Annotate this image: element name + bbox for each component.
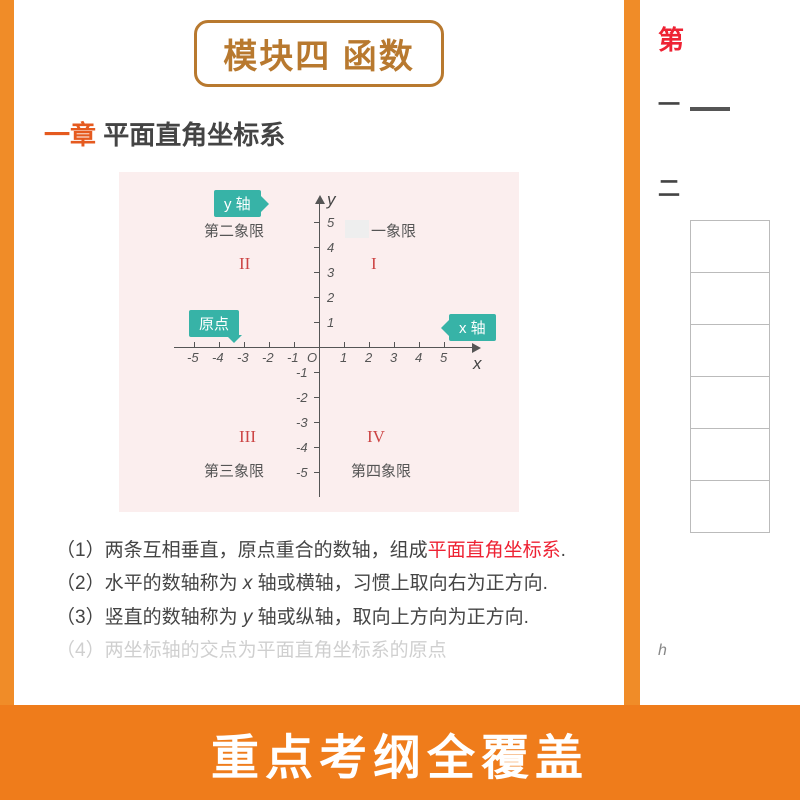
xtick: 2 — [365, 350, 372, 365]
y-axis-line — [319, 197, 320, 497]
section-number: 一 — [658, 87, 680, 119]
xtick: 4 — [415, 350, 422, 365]
tag-y-axis: y 轴 — [214, 190, 261, 217]
quadrant-1-label: 一象限 — [371, 220, 416, 241]
xtick: 5 — [440, 350, 447, 365]
note-3: （3）竖直的数轴称为 y 轴或纵轴，取向上方向为正方向. — [56, 601, 582, 634]
xtick: -5 — [187, 350, 199, 365]
chapter-prefix: 一章 — [44, 120, 96, 150]
tag-x-axis-text: x 轴 — [459, 320, 486, 337]
x-axis-label: x — [473, 354, 482, 374]
note-text: （2）水平的数轴称为 — [56, 573, 243, 594]
note-text: （1）两条互相垂直，原点重合的数轴，组成 — [56, 540, 428, 561]
note-1: （1）两条互相垂直，原点重合的数轴，组成平面直角坐标系. — [56, 534, 582, 567]
roman-I: I — [371, 254, 377, 274]
ytick: -1 — [296, 365, 308, 380]
origin-label: O — [307, 350, 317, 365]
notes: （1）两条互相垂直，原点重合的数轴，组成平面直角坐标系. （2）水平的数轴称为 … — [56, 534, 582, 667]
xtick: -3 — [237, 350, 249, 365]
note-4-cutoff: （4）两坐标轴的交点为平面直角坐标系的原点 — [56, 634, 582, 667]
note-text: 轴或纵轴，取向上方向为正方向. — [252, 607, 529, 628]
title-box: 模块四 函数 — [194, 20, 443, 87]
ytick: 5 — [327, 215, 334, 230]
quadrant-2-label: 第二象限 — [204, 220, 264, 241]
banner-text: 重点考纲全覆盖 — [211, 718, 589, 788]
chapter-heading: 一章 平面直角坐标系 — [44, 115, 594, 152]
y-axis-label: y — [327, 190, 336, 210]
xtick: 1 — [340, 350, 347, 365]
tag-x-axis: x 轴 — [449, 314, 496, 341]
module-title: 模块四 函数 — [223, 38, 414, 76]
note-highlight: 平面直角坐标系 — [428, 540, 561, 561]
page-main: 模块四 函数 一章 平面直角坐标系 y x O y 轴 原点 x 轴 一象限 第… — [14, 0, 624, 720]
xtick: -2 — [262, 350, 274, 365]
ytick: 1 — [327, 315, 334, 330]
roman-III: III — [239, 427, 256, 447]
tag-y-axis-text: y 轴 — [224, 196, 251, 213]
y-axis-arrow-icon — [315, 190, 325, 204]
quadrant-3-label: 第三象限 — [204, 460, 264, 481]
right-corner-glyph: h — [658, 642, 667, 660]
page-right-partial: 第 一 二 h — [640, 0, 800, 720]
ytick: -5 — [296, 465, 308, 480]
tag-origin-text: 原点 — [199, 316, 229, 333]
divider — [690, 107, 730, 111]
right-section-2: 二 — [658, 171, 800, 203]
ytick: 2 — [327, 290, 334, 305]
title-wrap: 模块四 函数 — [44, 20, 594, 87]
ytick: -4 — [296, 440, 308, 455]
right-table-partial — [690, 220, 770, 533]
roman-II: II — [239, 254, 250, 274]
note-italic: y — [243, 607, 253, 628]
right-heading: 第 — [658, 20, 800, 57]
note-italic: x — [243, 573, 253, 594]
roman-IV: IV — [367, 427, 385, 447]
xtick: 3 — [390, 350, 397, 365]
xtick: -4 — [212, 350, 224, 365]
section-number: 二 — [658, 171, 680, 203]
ytick: 3 — [327, 265, 334, 280]
note-2: （2）水平的数轴称为 x 轴或横轴，习惯上取向右为正方向. — [56, 567, 582, 600]
ytick: -3 — [296, 415, 308, 430]
note-text: . — [561, 540, 566, 561]
quadrant-4-label: 第四象限 — [351, 460, 411, 481]
x-axis-arrow-icon — [472, 343, 486, 353]
note-text: （4）两坐标轴的交点为平面直角坐标系的原点 — [56, 640, 447, 661]
right-section-1: 一 — [658, 87, 800, 131]
blurred-box — [345, 220, 369, 238]
ytick: -2 — [296, 390, 308, 405]
tag-origin: 原点 — [189, 310, 239, 337]
note-text: （3）竖直的数轴称为 — [56, 607, 243, 628]
x-axis-line — [174, 347, 474, 348]
ytick: 4 — [327, 240, 334, 255]
note-text: 轴或横轴，习惯上取向右为正方向. — [252, 573, 548, 594]
xtick: -1 — [287, 350, 299, 365]
coordinate-diagram: y x O y 轴 原点 x 轴 一象限 第二象限 第三象限 第四象限 I II… — [119, 172, 519, 512]
chapter-rest: 平面直角坐标系 — [96, 120, 285, 150]
bottom-banner: 重点考纲全覆盖 — [0, 705, 800, 800]
